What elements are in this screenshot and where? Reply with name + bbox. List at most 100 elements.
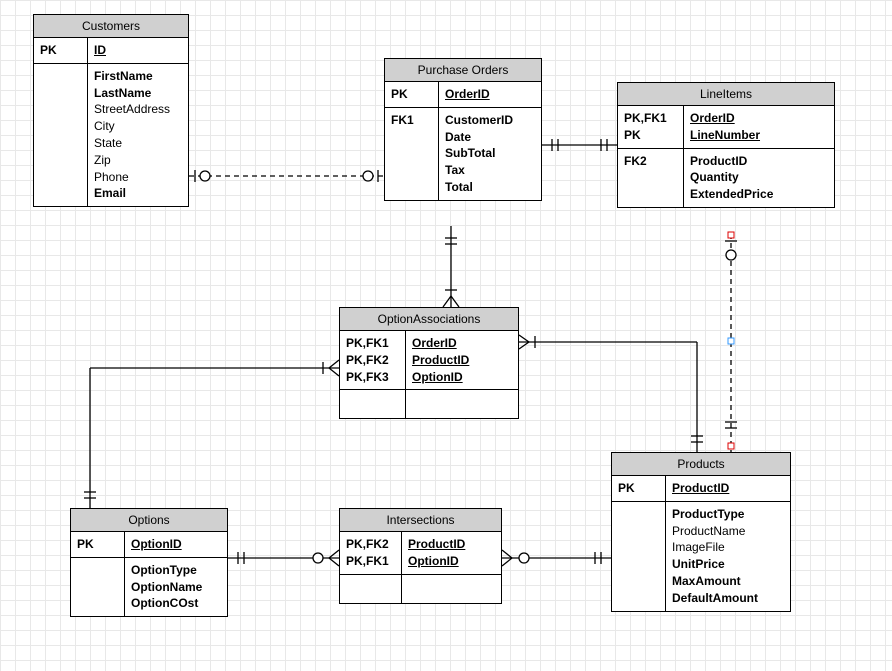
- key-column: PK,FK1PK: [618, 106, 684, 148]
- field: OptionCOst: [131, 595, 221, 612]
- field: ProductID: [672, 480, 784, 497]
- field: Email: [94, 185, 182, 202]
- attr-row: FK1 CustomerIDDateSubTotalTaxTotal: [385, 108, 541, 200]
- field: CustomerID: [445, 112, 535, 129]
- rel-products-intersections: [502, 550, 611, 566]
- entity-title: Purchase Orders: [385, 59, 541, 82]
- entity-products[interactable]: Products PK ProductID ProductTypeProductNam…: [611, 452, 791, 612]
- fields-column: FirstNameLastNameStreetAddressCityStateZ…: [88, 64, 188, 206]
- pk-row: PK ProductID: [612, 476, 790, 502]
- pk-row: PK OrderID: [385, 82, 541, 108]
- entity-title: Intersections: [340, 509, 501, 532]
- attr-row: ProductTypeProductNameImageFileUnitPrice…: [612, 502, 790, 611]
- entity-intersections[interactable]: IntersectionsPK,FK2PK,FK1ProductIDOption…: [339, 508, 502, 604]
- entity-title: Options: [71, 509, 227, 532]
- entity-option_assoc[interactable]: OptionAssociationsPK,FK1PK,FK2PK,FK3Orde…: [339, 307, 519, 419]
- field: Tax: [445, 162, 535, 179]
- entity-customers[interactable]: Customers PK ID FirstNameLastNameStreetAddr…: [33, 14, 189, 207]
- fields-column: CustomerIDDateSubTotalTaxTotal: [439, 108, 541, 200]
- key-label: PK: [391, 86, 432, 103]
- key-column: [71, 558, 125, 616]
- fields-column: OrderIDProductIDOptionID: [406, 331, 518, 389]
- key-column: PK,FK1PK,FK2PK,FK3: [340, 331, 406, 389]
- field: ProductName: [672, 523, 784, 540]
- rel-options-optionassoc: [84, 360, 339, 508]
- field: OptionID: [412, 369, 512, 386]
- key-column: FK1: [385, 108, 439, 200]
- field: OptionID: [408, 553, 495, 570]
- entity-options[interactable]: Options PK OptionID OptionTypeOptionNameOpt…: [70, 508, 228, 617]
- field: Total: [445, 179, 535, 196]
- key-label: PK,FK1: [624, 110, 677, 127]
- fields-column: ProductID: [666, 476, 790, 501]
- field: ID: [94, 42, 182, 59]
- field: StreetAddress: [94, 101, 182, 118]
- fields-column: ProductIDQuantityExtendedPrice: [684, 149, 834, 207]
- pk-row: PK,FK2PK,FK1ProductIDOptionID: [340, 532, 501, 575]
- field: ExtendedPrice: [690, 186, 828, 203]
- field: LastName: [94, 85, 182, 102]
- field: OptionName: [131, 579, 221, 596]
- key-label: PK: [77, 536, 118, 553]
- fields-column: OptionTypeOptionNameOptionCOst: [125, 558, 227, 616]
- fields-column: ProductIDOptionID: [402, 532, 501, 574]
- field: UnitPrice: [672, 556, 784, 573]
- key-column: PK: [612, 476, 666, 501]
- key-label: PK,FK2: [346, 352, 399, 369]
- field: LineNumber: [690, 127, 828, 144]
- field: Zip: [94, 152, 182, 169]
- rel-purchaseorders-lineitems: [542, 139, 617, 151]
- key-label: PK,FK1: [346, 335, 399, 352]
- key-label: PK: [40, 42, 81, 59]
- field: FirstName: [94, 68, 182, 85]
- field: ProductID: [408, 536, 495, 553]
- fields-column: ProductTypeProductNameImageFileUnitPrice…: [666, 502, 790, 611]
- field: OrderID: [690, 110, 828, 127]
- field: OrderID: [445, 86, 535, 103]
- erd-canvas: Customers PK ID FirstNameLastNameStreetAddr…: [0, 0, 892, 671]
- key-label: PK,FK2: [346, 536, 395, 553]
- field: OrderID: [412, 335, 512, 352]
- fields-column: OrderID: [439, 82, 541, 107]
- fields-column: OptionID: [125, 532, 227, 557]
- fields-column: OrderIDLineNumber: [684, 106, 834, 148]
- field: ProductID: [412, 352, 512, 369]
- field: Phone: [94, 169, 182, 186]
- attr-row: OptionTypeOptionNameOptionCOst: [71, 558, 227, 616]
- key-label: PK,FK1: [346, 553, 395, 570]
- key-label: PK,FK3: [346, 369, 399, 386]
- empty-row: [340, 575, 501, 603]
- pk-row: PK OptionID: [71, 532, 227, 558]
- key-label: FK1: [391, 112, 432, 129]
- pk-row: PK,FK1PKOrderIDLineNumber: [618, 106, 834, 149]
- rel-customers-purchaseorders: [189, 170, 384, 182]
- key-label: PK: [618, 480, 659, 497]
- key-column: FK2: [618, 149, 684, 207]
- entity-title: Products: [612, 453, 790, 476]
- key-label: FK2: [624, 153, 677, 170]
- attr-row: FirstNameLastNameStreetAddressCityStateZ…: [34, 64, 188, 206]
- field: ProductType: [672, 506, 784, 523]
- key-column: PK: [385, 82, 439, 107]
- key-column: [34, 64, 88, 206]
- field: OptionType: [131, 562, 221, 579]
- key-column: PK: [71, 532, 125, 557]
- field: DefaultAmount: [672, 590, 784, 607]
- key-column: PK,FK2PK,FK1: [340, 532, 402, 574]
- rel-purchaseorders-optionassoc: [443, 226, 459, 307]
- key-column: [612, 502, 666, 611]
- rel-products-optionassoc: [519, 335, 703, 452]
- attr-row: FK2 ProductIDQuantityExtendedPrice: [618, 149, 834, 207]
- rel-lineitems-products: [725, 232, 737, 452]
- pk-row: PK ID: [34, 38, 188, 64]
- empty-row: [340, 390, 518, 418]
- field: State: [94, 135, 182, 152]
- rel-options-intersections: [228, 550, 339, 566]
- entity-purchase_orders[interactable]: Purchase Orders PK OrderID FK1 CustomerIDDat…: [384, 58, 542, 201]
- entity-title: LineItems: [618, 83, 834, 106]
- entity-line_items[interactable]: LineItemsPK,FK1PKOrderIDLineNumberFK2Pro…: [617, 82, 835, 208]
- field: ImageFile: [672, 539, 784, 556]
- pk-row: PK,FK1PK,FK2PK,FK3OrderIDProductIDOption…: [340, 331, 518, 390]
- field: OptionID: [131, 536, 221, 553]
- entity-title: Customers: [34, 15, 188, 38]
